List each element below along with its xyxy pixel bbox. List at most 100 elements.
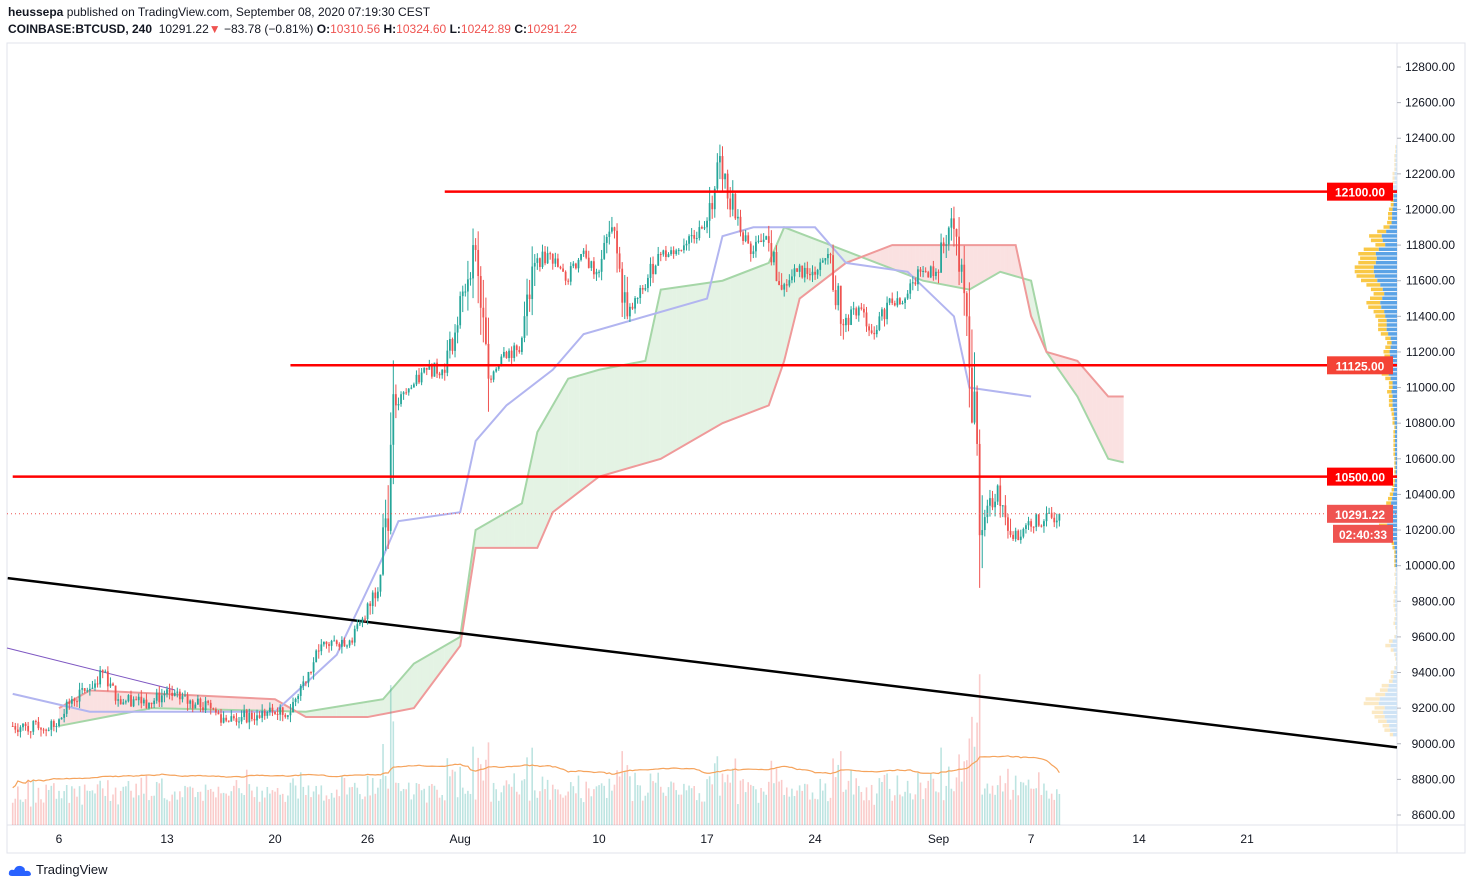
close-label: C: [514,22,527,36]
ichimoku-cloud-segment [965,245,970,290]
volume-bar [621,751,623,825]
candle-body [317,650,320,652]
candle-body [369,603,372,607]
volume-bar [495,789,497,825]
ichimoku-cloud-segment [359,702,364,718]
volume-profile-up-bar [1391,341,1397,345]
ichimoku-cloud-segment [410,663,414,709]
candle-body [55,725,58,727]
volume-bar [1020,781,1022,825]
level-price-badge [1327,182,1393,201]
ichimoku-cloud-segment [791,230,796,330]
volume-profile-down-bar [1390,648,1394,652]
candle-body [994,501,996,508]
candle-body [821,260,824,263]
volume-bar [431,783,433,825]
ichimoku-cloud-segment [788,228,792,346]
volume-profile-up-bar [1393,492,1397,496]
candle-body [600,258,603,272]
candles [11,144,1061,739]
ichimoku-cloud-segment [1100,387,1105,452]
volume-bar [737,804,739,825]
ichimoku-cloud-segment [352,703,357,718]
candle-body [29,731,32,733]
ichimoku-cloud-segment [244,697,249,711]
volume-bar [598,785,600,825]
candle-body [616,230,618,254]
volume-profile-down-bar [1393,447,1396,452]
volume-profile-up-bar [1387,688,1397,692]
ichimoku-cloud-segment [691,284,696,441]
volume-bar [461,787,464,825]
candle-body [135,699,138,701]
volume-profile-down-bar [1383,225,1390,229]
volume-profile-up-bar [1390,532,1397,536]
symbol[interactable]: COINBASE:BTCUSD, 240 [8,22,153,36]
candle-body [181,696,184,700]
ichimoku-cloud-segment [714,281,719,428]
volume-bar [662,792,665,825]
volume-profile-down-bar [1375,692,1386,697]
volume-profile-down-bar [1394,154,1396,158]
ichimoku-cloud-segment [676,286,681,450]
candle-body [1037,514,1040,526]
volume-bar [924,788,927,825]
author[interactable]: heussepa [8,5,64,19]
volume-profile-down-bar [1390,407,1394,412]
volume-profile-down-bar [1394,425,1396,430]
candle-body [744,235,747,241]
volume-bar [850,769,852,825]
candle-body [667,254,670,257]
ichimoku-cloud-segment [417,659,422,703]
volume-bar [695,800,698,825]
ichimoku-cloud-segment [487,521,492,548]
volume-profile-up-bar [1395,470,1397,474]
volume-profile-down-bar [1361,278,1378,283]
candle-body [505,351,508,359]
ichimoku-cloud-segment [174,694,179,709]
tradingview-logo[interactable]: TradingView [8,862,108,877]
volume-bar [189,786,191,825]
ichimoku-cloud-segment [394,681,399,712]
volume-bar [217,786,220,825]
volume-profile-up-bar [1375,260,1397,265]
candle-body [459,296,462,326]
volume-bar [623,772,626,825]
ichimoku-cloud-segment [263,698,268,711]
ichimoku-cloud-segment [305,711,310,718]
volume-bar [91,790,94,825]
ichimoku-cloud-segment [313,709,318,718]
volume-bar [235,780,238,825]
volume-bar [1056,789,1058,825]
volume-bar [287,795,289,825]
volume-bar [947,766,950,825]
ichimoku-cloud-segment [645,343,650,464]
candle-body [243,710,246,718]
volume-profile-down-bar [1391,541,1395,545]
ichimoku-cloud-segment [622,364,627,470]
last-price-label: 10291.22 [1335,508,1385,522]
ichimoku-cloud-segment [93,690,98,720]
candle-body [1025,525,1027,529]
volume-bar [107,780,109,825]
candle-body [762,239,765,242]
volume-profile-up-bar [1392,536,1397,541]
volume-bar [1030,788,1032,825]
volume-bar [1058,793,1061,825]
volume-bar [551,784,554,825]
ichimoku-cloud-segment [1085,369,1089,420]
candle-body [472,245,474,279]
ichimoku-cloud-segment [595,369,600,480]
candle-body [199,698,202,708]
volume-profile-down-bar [1395,577,1397,581]
time-tick-label: 13 [160,832,174,846]
volume-bar [212,791,215,825]
price-tick-label: 11000.00 [1406,381,1455,395]
volume-bar [834,777,837,825]
volume-bar [284,801,287,825]
candle-body [415,374,418,385]
candle-body [839,285,842,324]
volume-profile-down-bar [1377,229,1387,234]
ichimoku-cloud-segment [602,368,607,476]
